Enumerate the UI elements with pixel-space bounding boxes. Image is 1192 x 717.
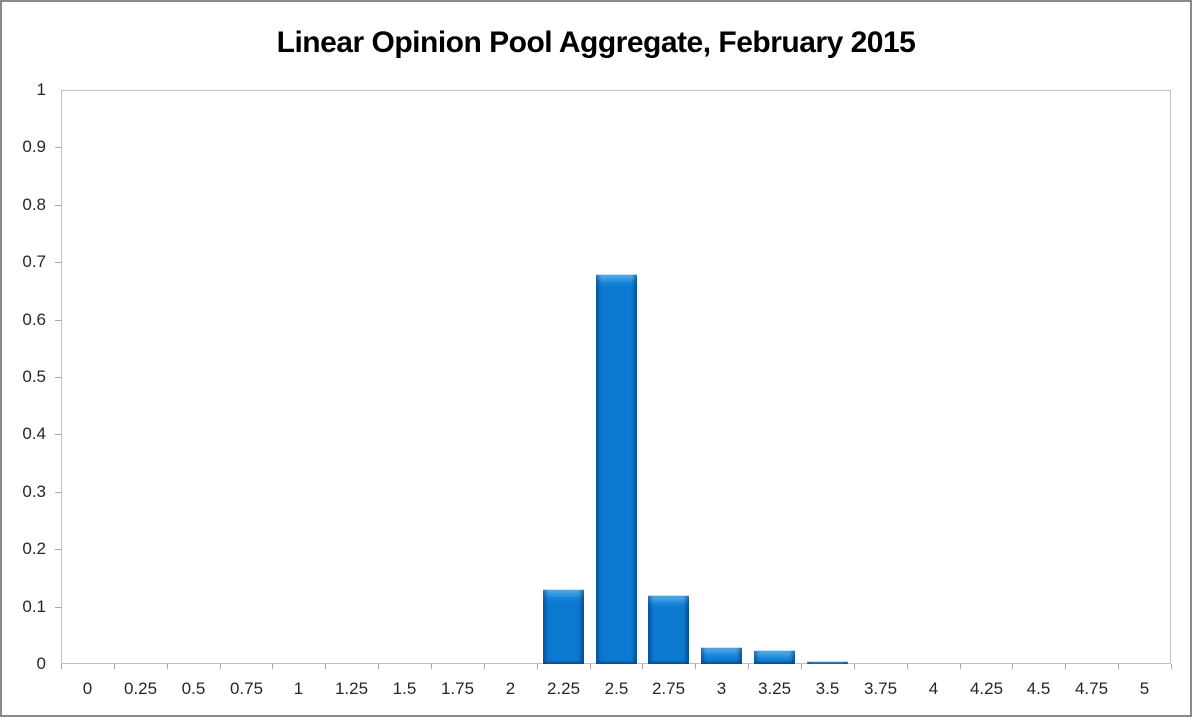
x-axis-tick [220,664,221,669]
x-axis-tick-label: 2 [505,679,516,698]
x-axis-tick-label: 3.5 [815,679,840,698]
y-axis-tick [55,205,61,206]
x-axis-tick [114,664,115,669]
x-axis-tick-label: 4.25 [969,679,1004,698]
y-axis-tick [55,607,61,608]
x-axis-tick [378,664,379,669]
y-axis-tick-label: 0.9 [22,137,46,156]
x-axis-tick [167,664,168,669]
x-axis-tick [695,664,696,669]
x-axis-tick-label: 5 [1139,679,1150,698]
y-axis-tick-label: 0.7 [22,252,46,271]
bar [543,589,584,664]
x-axis-tick [1118,664,1119,669]
y-axis-tick-label: 0.6 [22,310,46,329]
x-axis-tick [61,664,62,669]
y-axis-tick [55,549,61,550]
bar [807,661,848,664]
y-axis-tick-label: 0.1 [22,597,46,616]
y-axis-tick [55,377,61,378]
y-axis-tick [55,320,61,321]
x-axis-tick [748,664,749,669]
x-axis-tick-label: 0 [82,679,93,698]
y-axis-tick [55,434,61,435]
x-axis-tick-label: 0.5 [181,679,206,698]
x-axis-tick [484,664,485,669]
x-axis-tick-label: 1.75 [440,679,475,698]
x-axis-tick [1012,664,1013,669]
x-axis-tick [801,664,802,669]
y-axis-tick-label: 0.4 [22,424,46,443]
chart-title: Linear Opinion Pool Aggregate, February … [276,26,916,59]
y-axis-tick [55,262,61,263]
bar [596,274,637,664]
x-axis-tick [325,664,326,669]
x-axis-tick [272,664,273,669]
y-axis-tick-label: 0.8 [22,195,46,214]
x-axis-tick [642,664,643,669]
x-axis-tick-label: 0.25 [123,679,158,698]
x-axis-tick-label: 0.75 [229,679,264,698]
x-axis-tick-label: 3.75 [863,679,898,698]
x-axis-tick-label: 1.25 [334,679,369,698]
bar [701,647,742,664]
x-axis-tick-label: 4.75 [1074,679,1109,698]
x-axis-tick-label: 4 [928,679,939,698]
y-axis-tick-label: 0.2 [22,539,46,558]
x-axis-tick-label: 2.25 [546,679,581,698]
y-axis-tick-label: 0.5 [22,367,46,386]
x-axis-tick-label: 1 [293,679,304,698]
x-axis-tick [854,664,855,669]
x-axis-tick [431,664,432,669]
bar [648,595,689,664]
x-axis-tick [590,664,591,669]
y-axis-tick-label: 1 [36,80,46,99]
y-axis-tick-label: 0 [36,654,46,673]
x-axis-tick [1065,664,1066,669]
x-axis-tick [960,664,961,669]
x-axis-tick [1171,664,1172,669]
bar [754,650,795,664]
y-axis-tick [55,492,61,493]
x-axis-tick-label: 2.75 [651,679,686,698]
y-axis-tick-label: 0.3 [22,482,46,501]
x-axis-tick [537,664,538,669]
x-axis-tick-label: 1.5 [392,679,417,698]
x-axis-tick-label: 3 [716,679,727,698]
y-axis-tick [55,147,61,148]
x-axis-tick-label: 4.5 [1026,679,1051,698]
x-axis-tick [907,664,908,669]
x-axis-tick-label: 3.25 [757,679,792,698]
x-axis-tick-label: 2.5 [604,679,629,698]
